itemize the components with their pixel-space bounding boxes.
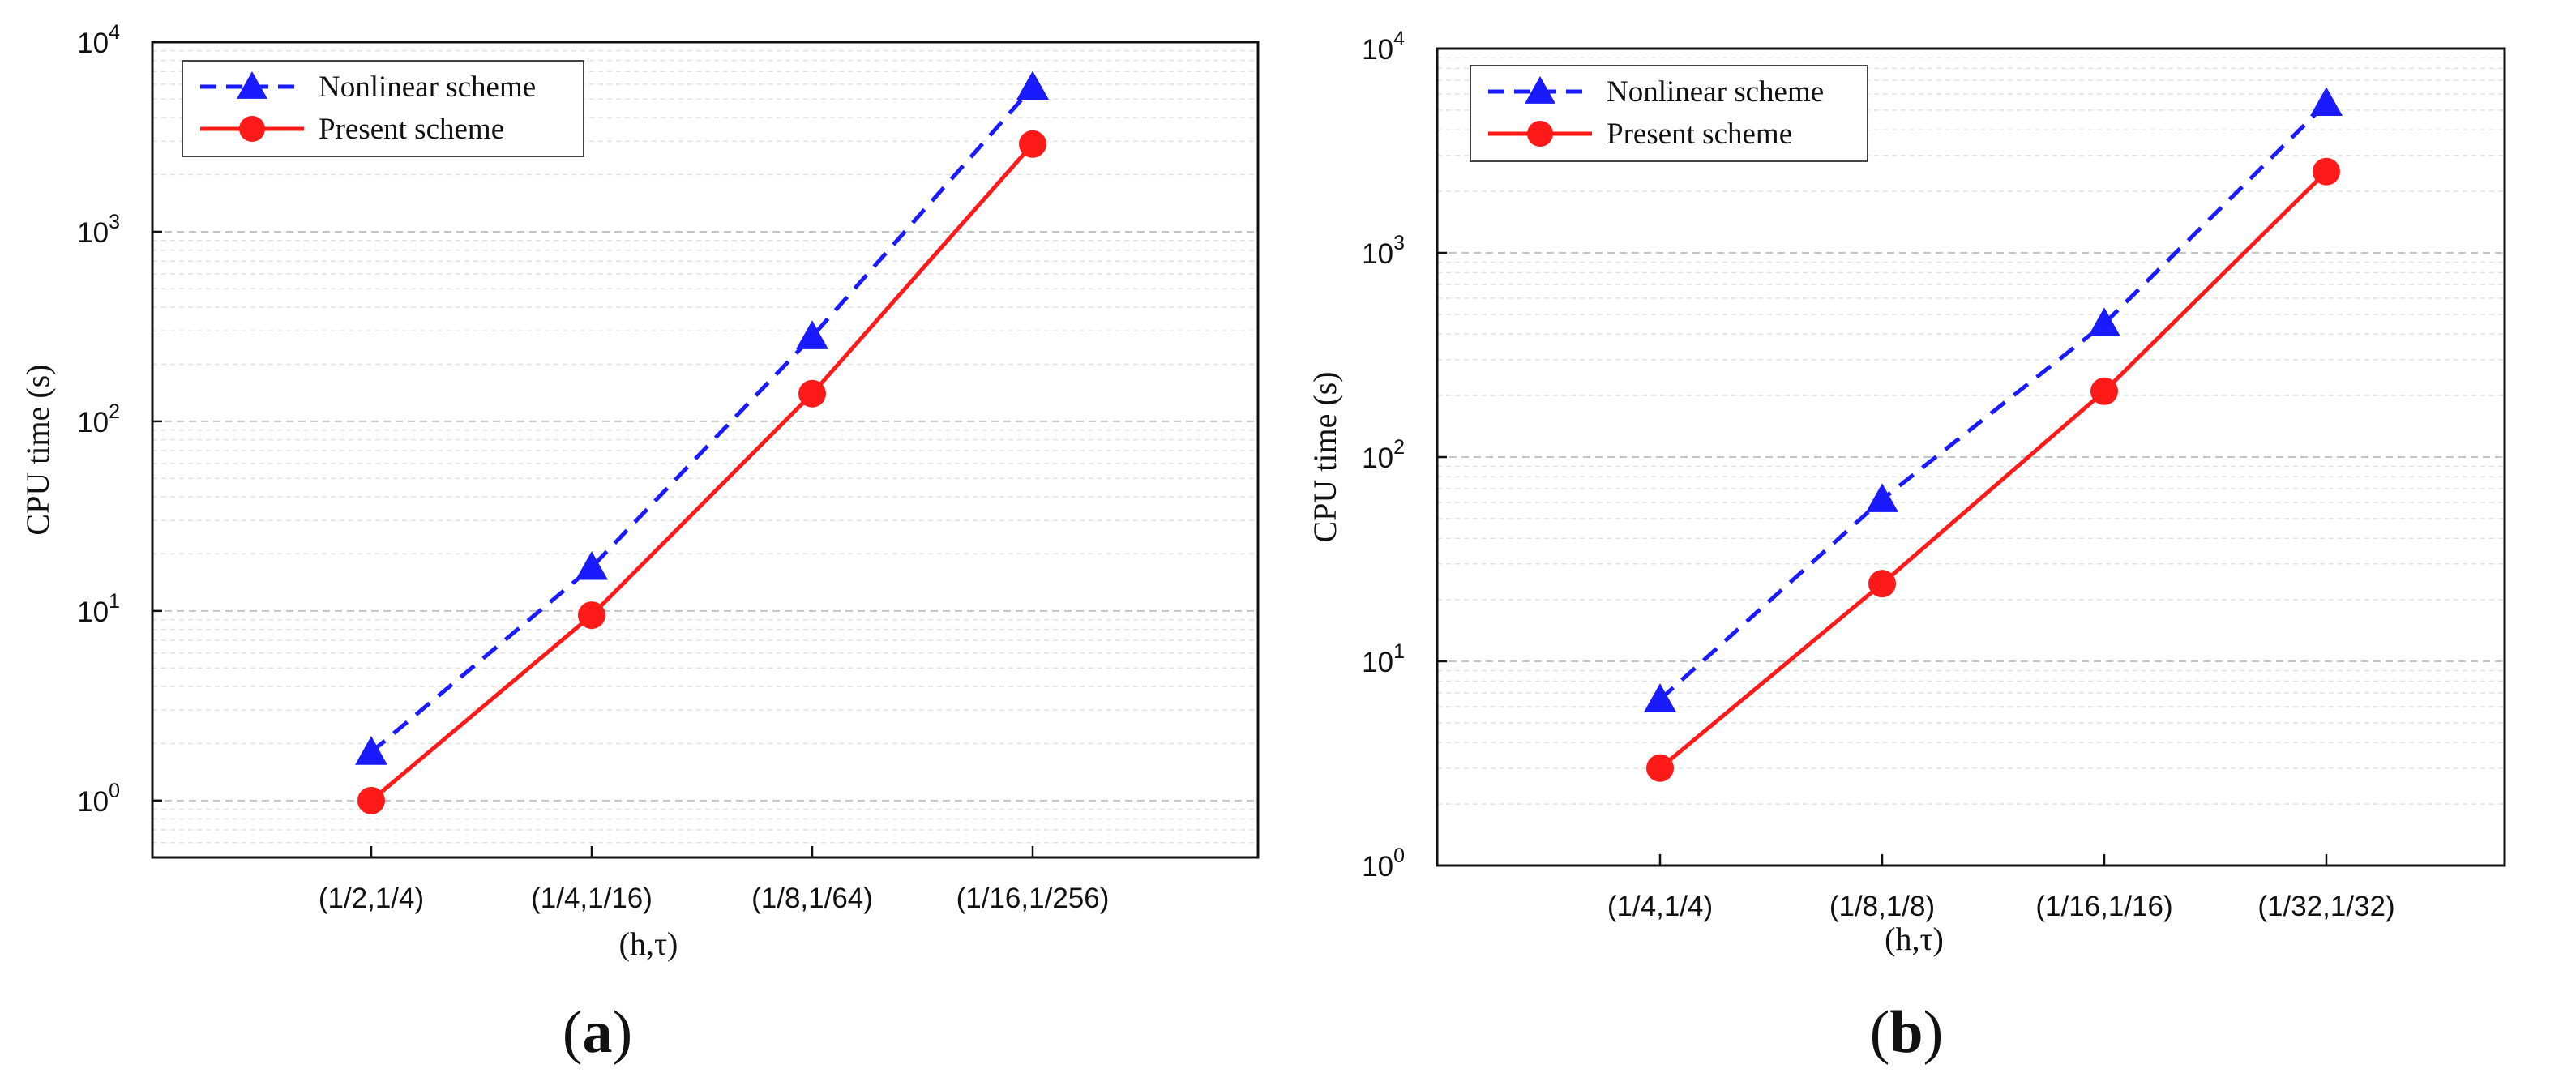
chart-panel-b: 100 101 102 103 104 (1/4,1/4) (1/8,1/8) (1/16,1… [1307, 28, 2506, 1066]
gridlines [152, 49, 1258, 844]
x-tick-label: (1/4,1/4) [1607, 891, 1713, 922]
gridlines [1437, 57, 2505, 805]
series-nonlinear [355, 71, 1049, 765]
series-line [370, 143, 1034, 802]
legend-label: Nonlinear scheme [319, 71, 536, 104]
y-tick-label: 104 [1362, 28, 1405, 66]
series-line [1658, 101, 2328, 702]
chart-panel-a: 100 101 102 103 104 (1/2,1/4) (1/4,1/16) (1/8,1… [19, 21, 1260, 1066]
y-tick-label: 100 [1362, 844, 1405, 883]
legend: Nonlinear scheme Present scheme [1470, 65, 1868, 162]
panel-label: (b) [1870, 999, 1943, 1066]
x-tick-label: (1/16,1/256) [956, 883, 1110, 914]
series-line [1658, 169, 2328, 770]
y-tick-label: 103 [1362, 232, 1405, 270]
data-point-circle [1019, 130, 1046, 158]
y-tick-label: 104 [77, 21, 120, 59]
x-axis-title: (h,τ) [619, 926, 678, 962]
series-line [370, 85, 1034, 755]
y-axis-title: CPU time (s) [1307, 371, 1343, 542]
data-point-triangle [2310, 87, 2343, 117]
data-point-triangle [1866, 483, 1898, 512]
data-point-triangle [355, 736, 387, 765]
legend: Nonlinear scheme Present scheme [182, 60, 584, 157]
x-tick-label: (1/32,1/32) [2257, 891, 2394, 922]
y-axis-title: CPU time (s) [19, 364, 56, 535]
data-point-circle [2313, 157, 2340, 186]
x-tick-label: (1/4,1/16) [531, 883, 653, 914]
legend-label: Present scheme [1607, 118, 1792, 151]
data-point-circle [578, 601, 605, 630]
y-tick-label: 100 [77, 780, 120, 818]
x-tick-label: (1/8,1/8) [1829, 891, 1935, 922]
data-point-circle [1646, 754, 1674, 782]
x-axis-title: (h,τ) [1885, 921, 1944, 957]
series-present [1646, 157, 2340, 782]
data-point-triangle [576, 550, 608, 580]
data-point-triangle [1016, 71, 1049, 100]
series-nonlinear [1644, 87, 2343, 712]
y-tick-label: 103 [77, 211, 120, 249]
data-point-circle [2090, 377, 2118, 405]
legend-label: Present scheme [319, 113, 504, 146]
plot-frame [151, 41, 1260, 859]
legend-label: Nonlinear scheme [1607, 75, 1824, 109]
legend-marker-triangle [237, 71, 267, 99]
y-tick-label: 102 [1362, 436, 1405, 474]
legend-marker-triangle [1525, 76, 1555, 104]
panel-label: (a) [563, 999, 632, 1066]
y-tick-label: 101 [77, 590, 120, 628]
x-tick-label: (1/16,1/16) [2035, 891, 2172, 922]
data-point-triangle [796, 320, 828, 349]
data-point-triangle [1644, 683, 1676, 712]
data-point-circle [798, 379, 826, 408]
x-tick-label: (1/8,1/64) [751, 883, 873, 914]
data-point-circle [357, 786, 385, 814]
data-point-circle [1868, 570, 1896, 598]
y-tick-label: 102 [77, 400, 120, 438]
legend-marker-circle [239, 116, 265, 142]
data-point-triangle [2088, 307, 2120, 336]
plot-frame [1436, 47, 2506, 867]
y-tick-label: 101 [1362, 640, 1405, 678]
x-tick-label: (1/2,1/4) [319, 883, 424, 914]
series-present [357, 130, 1046, 814]
legend-marker-circle [1527, 121, 1553, 147]
